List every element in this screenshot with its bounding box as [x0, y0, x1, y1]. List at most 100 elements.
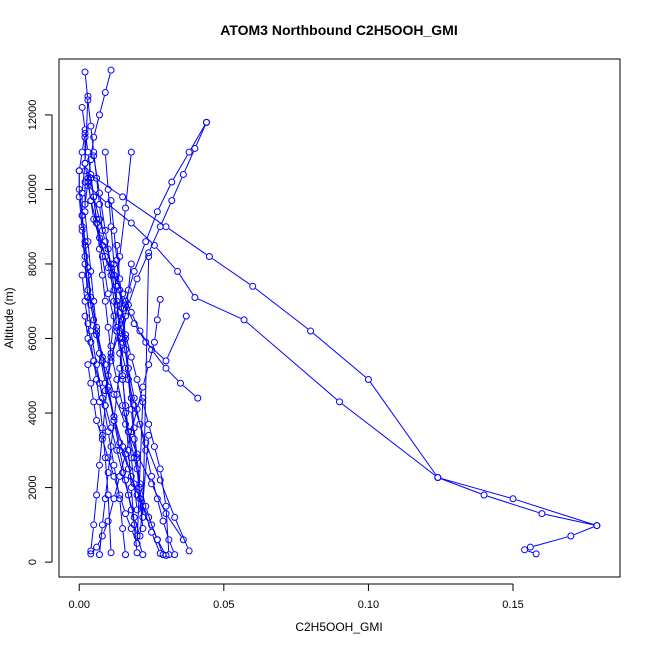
series-segment [125, 341, 129, 365]
series-segment [90, 308, 97, 332]
series-segment [122, 531, 126, 552]
data-point [104, 323, 112, 331]
y-tick-label: 12000 [27, 100, 39, 131]
data-point [84, 361, 92, 369]
series-segment [110, 206, 129, 222]
series-segment [90, 187, 106, 203]
data-point [119, 193, 127, 201]
data-point [113, 256, 121, 264]
data-point [81, 68, 89, 76]
data-point [182, 312, 190, 320]
y-tick-label: 8000 [27, 252, 39, 276]
data-point [133, 539, 141, 547]
data-point [122, 204, 130, 212]
data-point [104, 290, 112, 298]
series-segment [96, 468, 100, 492]
data-point [81, 260, 89, 268]
data-point [113, 327, 121, 335]
data-point [78, 271, 86, 279]
data-point [521, 546, 529, 554]
data-point [127, 308, 135, 316]
data-point [95, 111, 103, 119]
data-point [81, 238, 89, 246]
data-point [176, 379, 184, 387]
series-segment [108, 252, 112, 272]
series-segment [105, 367, 114, 392]
series-segment [114, 479, 120, 496]
series-segment [108, 460, 114, 474]
series-segment [119, 293, 123, 317]
series-segment [211, 258, 251, 285]
series-segment [134, 442, 138, 466]
series-segment [97, 337, 105, 362]
data-point [116, 349, 124, 357]
data-point [202, 118, 210, 126]
data-point [127, 260, 135, 268]
data-point [122, 402, 130, 410]
data-point [150, 241, 158, 249]
series-segment [117, 453, 123, 470]
data-point [101, 454, 109, 462]
series-segment [108, 435, 114, 462]
series-segment [87, 278, 91, 302]
data-point [133, 275, 141, 283]
data-point [191, 294, 199, 302]
series-segment [173, 154, 188, 180]
series-segment [119, 356, 123, 377]
y-tick-label: 4000 [27, 401, 39, 425]
series-segment [137, 382, 143, 399]
data-point [84, 182, 92, 190]
profile-series [113, 241, 153, 521]
data-point [148, 472, 156, 480]
series-segment [114, 397, 125, 422]
data-point [116, 491, 124, 499]
series-segment [182, 385, 196, 397]
data-point [90, 152, 98, 160]
series-segment [79, 192, 83, 213]
series-segment [175, 520, 189, 548]
series-segment [99, 196, 106, 228]
series-segment [87, 103, 91, 123]
data-point [78, 103, 86, 111]
data-point [93, 331, 101, 339]
series-segment [99, 207, 103, 228]
series-segment [126, 516, 131, 526]
data-point [101, 253, 109, 261]
series-segment [154, 323, 158, 339]
data-point [101, 495, 109, 503]
series-segment [440, 478, 481, 495]
series-segment [108, 449, 112, 470]
series-segment [91, 203, 97, 220]
series-segment [102, 442, 108, 455]
series-segment [125, 198, 164, 226]
data-point [127, 454, 135, 462]
series-segment [81, 233, 86, 261]
data-point [110, 461, 118, 469]
series-segment [152, 527, 157, 537]
series-segment [102, 360, 108, 384]
data-point [133, 549, 141, 557]
series-segment [105, 408, 111, 425]
data-point [93, 416, 101, 424]
data-point [127, 428, 135, 436]
series-segment [132, 531, 137, 541]
data-point [194, 394, 202, 402]
series-segment [132, 479, 143, 504]
series-segment [79, 200, 83, 227]
data-point [104, 245, 112, 253]
series-segment [103, 524, 108, 533]
series-segment [370, 382, 437, 475]
series-segment [149, 427, 155, 444]
series-segment [93, 498, 97, 522]
data-point [168, 197, 176, 205]
data-point [75, 193, 83, 201]
series-segment [157, 502, 163, 518]
data-point [101, 148, 109, 156]
data-point [81, 126, 89, 134]
y-tick-label: 10000 [27, 174, 39, 205]
data-point [107, 353, 115, 361]
series-segment [128, 267, 132, 287]
data-point [148, 521, 156, 529]
series-segment [125, 293, 129, 313]
series-segment [123, 475, 129, 492]
